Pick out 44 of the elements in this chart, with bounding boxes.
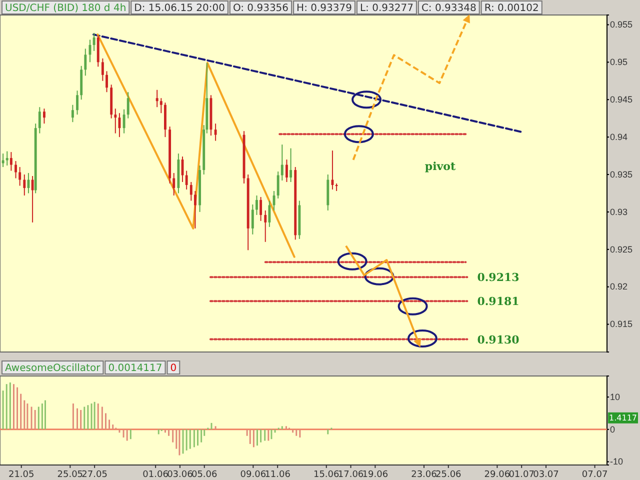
y-tick-label: 0.925 [610,244,633,254]
y-tick-label: 0.955 [610,20,633,30]
text: R: 0.00102 [484,3,539,14]
x-tick-label: 07.07 [582,470,608,480]
annotation: 0.9181 [477,295,520,308]
x-tick-label: 05.06 [191,470,218,480]
x-tick-label: 03.07 [533,470,559,480]
text: D: 15.06.15 20:00 [134,3,225,14]
y-tick-label: -10 [610,456,624,467]
text: H: 0.93379 [296,3,352,14]
y-tick-label: 0.93 [610,206,628,217]
x-tick-label: 17.06 [338,470,364,480]
x-tick-label: 15.06 [313,470,340,480]
y-tick-label: 0.95 [610,57,628,68]
x-tick-label: 09.06 [240,470,266,480]
x-tick-label: 25.05 [57,470,84,480]
annotation: 0.9213 [477,271,520,284]
annotation: pivot [424,160,456,174]
y-tick-label: 0 [610,424,616,434]
y-tick-label: 0.935 [610,169,633,180]
chart-title: AwesomeOscillator [5,363,102,374]
text: L: 0.93277 [360,3,414,14]
x-tick-label: 03.06 [167,470,194,480]
x-tick-label: 29.06 [484,470,510,480]
y-tick-label: 10 [610,392,620,402]
x-tick-label: 01.06 [142,470,169,480]
y-tick-label: 0.92 [610,282,628,292]
text: 0.0014117 [108,363,162,374]
text: C: 0.93348 [421,3,476,14]
x-tick-label: 25.06 [436,470,462,480]
chart-title: USD/CHF (BID) 180 d 4h [5,3,126,14]
x-tick-label: 21.05 [8,470,34,480]
x-tick-label: 23.06 [411,470,438,480]
x-tick-label: 27.05 [82,470,108,480]
x-tick-label: 19.06 [362,470,388,480]
text: 0 [170,363,177,374]
annotation: 0.9130 [477,333,520,346]
x-tick-label: 01.07 [508,470,534,480]
y-tick-label: 0.915 [610,319,633,330]
x-tick-label: 11.06 [264,470,291,480]
y-tick-label: 0.94 [610,132,628,142]
y-tick-label: 0.945 [610,94,633,105]
text: 1.4117 [609,413,637,422]
text: O: 0.93356 [232,3,289,14]
